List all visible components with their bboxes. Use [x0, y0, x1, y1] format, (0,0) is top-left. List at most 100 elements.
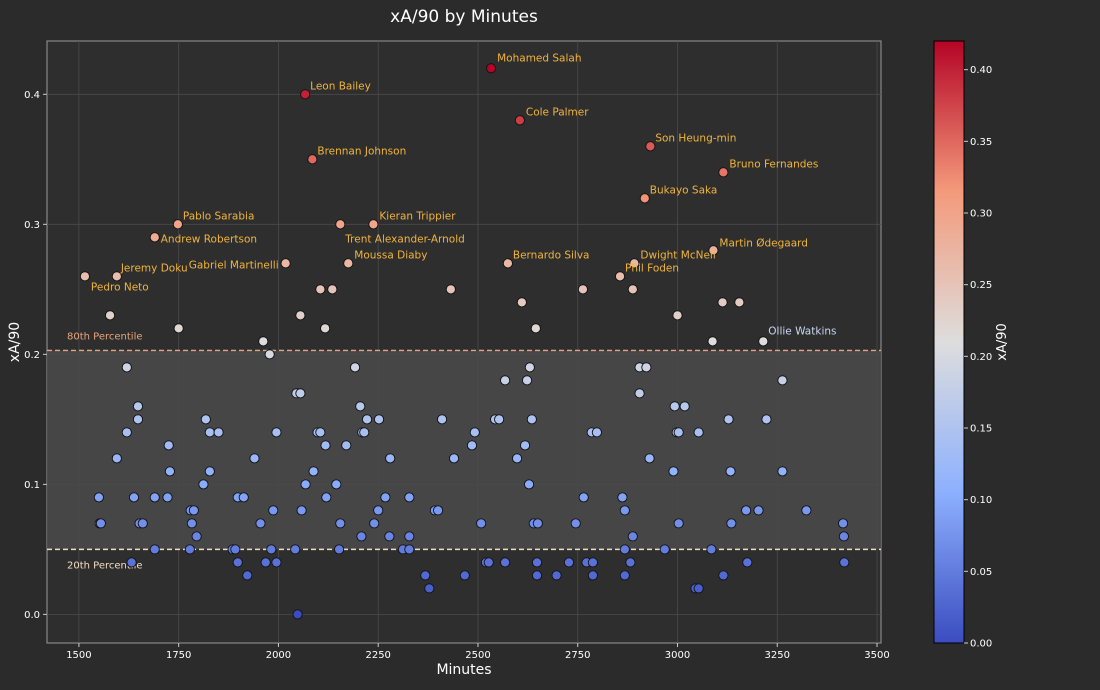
- point-label: Dwight McNeil: [640, 249, 715, 261]
- data-point: [121, 362, 132, 373]
- colorbar-tick-label: 0.00: [970, 639, 992, 650]
- y-tick-label: 0.0: [24, 610, 40, 621]
- data-point: [163, 440, 174, 451]
- x-tick-label: 3000: [665, 650, 690, 661]
- data-point: [520, 440, 531, 451]
- x-tick-label: 3500: [864, 650, 889, 661]
- data-point: [320, 440, 331, 451]
- data-point: [315, 284, 326, 295]
- point-label: Mohamed Salah: [497, 52, 581, 64]
- colorbar-label: xA/90: [995, 323, 1010, 361]
- data-point: [563, 557, 574, 568]
- data-point: [373, 505, 384, 516]
- data-point: [198, 479, 209, 490]
- percentile-band: [47, 350, 881, 550]
- data-point: [255, 518, 266, 529]
- data-point: [668, 466, 679, 477]
- y-tick-label: 0.1: [24, 480, 40, 491]
- data-point: [173, 323, 184, 334]
- data-point: [459, 570, 470, 581]
- data-point: [619, 570, 630, 581]
- data-point: [404, 531, 415, 542]
- data-point: [734, 297, 745, 308]
- x-tick-label: 1750: [166, 650, 191, 661]
- data-point: [126, 557, 137, 568]
- x-tick-label: 2000: [266, 650, 291, 661]
- point-label: Brennan Johnson: [317, 145, 406, 157]
- data-point: [93, 492, 104, 503]
- x-tick-label: 1500: [66, 650, 91, 661]
- colorbar-tick-label: 0.10: [970, 495, 992, 506]
- point-label: Kieran Trippier: [379, 210, 456, 222]
- data-point: [717, 297, 728, 308]
- data-point: [742, 557, 753, 568]
- data-point: [551, 570, 562, 581]
- colorbar-tick-label: 0.35: [970, 137, 992, 148]
- data-point: [627, 284, 638, 295]
- point-label: Martin Ødegaard: [719, 237, 808, 249]
- grid-layer: [47, 41, 881, 643]
- point-label: Jeremy Doku: [120, 262, 188, 274]
- data-point: [679, 401, 690, 412]
- data-point: [238, 492, 249, 503]
- point-label: Andrew Robertson: [161, 233, 257, 245]
- data-point: [356, 531, 367, 542]
- data-point: [530, 323, 541, 334]
- data-point: [121, 427, 132, 438]
- data-point: [172, 219, 183, 230]
- data-point: [420, 570, 431, 581]
- data-point: [128, 492, 140, 503]
- point-label: Moussa Diaby: [354, 249, 427, 261]
- data-point: [494, 414, 505, 425]
- data-point: [707, 336, 718, 347]
- data-point: [164, 466, 175, 477]
- point-label: Trent Alexander-Arnold: [344, 233, 465, 245]
- data-point: [629, 258, 640, 269]
- data-point: [149, 232, 160, 243]
- data-point: [132, 414, 144, 425]
- data-point: [753, 505, 764, 516]
- data-point: [307, 154, 318, 165]
- data-point: [437, 414, 448, 425]
- data-point: [466, 440, 478, 451]
- data-point: [521, 375, 533, 386]
- point-label: Gabriel Martinelli: [189, 259, 279, 271]
- data-point: [433, 505, 444, 516]
- data-point: [260, 557, 271, 568]
- data-point: [204, 427, 215, 438]
- data-point: [111, 271, 122, 282]
- data-point: [801, 505, 812, 516]
- data-point: [532, 518, 543, 529]
- chart-title: xA/90 by Minutes: [390, 7, 538, 27]
- data-point: [659, 544, 670, 555]
- data-point: [334, 544, 345, 555]
- data-point: [502, 258, 513, 269]
- colorbar-tick-label: 0.40: [970, 65, 992, 76]
- data-point: [645, 141, 656, 152]
- data-point: [308, 466, 319, 477]
- data-point: [526, 414, 537, 425]
- data-point: [385, 453, 396, 464]
- colorbar: 0.00 0.05 0.10 0.15 0.20 0.25 0.30 0.35 0.40: [933, 40, 992, 650]
- data-point: [331, 479, 342, 490]
- data-point: [614, 271, 626, 282]
- data-point: [373, 414, 385, 425]
- data-point: [104, 310, 116, 321]
- data-point: [132, 401, 144, 412]
- colorbar-tick-label: 0.20: [970, 352, 992, 363]
- data-point: [280, 258, 291, 269]
- data-point: [706, 544, 717, 555]
- data-point: [483, 557, 494, 568]
- data-point: [296, 505, 307, 516]
- data-point: [777, 466, 788, 477]
- data-point: [232, 557, 243, 568]
- y-tick-label: 0.4: [24, 90, 40, 101]
- data-point: [627, 531, 638, 542]
- data-point: [725, 466, 736, 477]
- x-tick-label: 2250: [365, 650, 390, 661]
- data-point: [95, 518, 106, 529]
- data-point: [617, 492, 628, 503]
- data-point: [186, 518, 197, 529]
